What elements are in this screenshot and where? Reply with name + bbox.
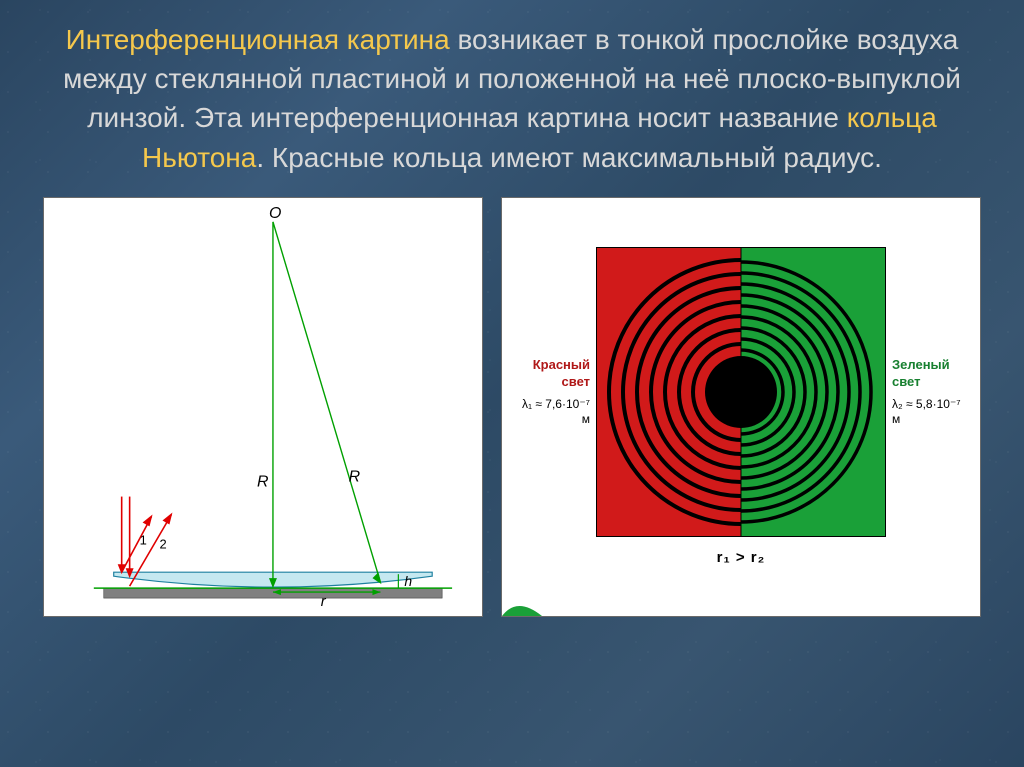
lens-diagram-panel: O R R r h	[43, 197, 483, 617]
figures-row: O R R r h	[30, 197, 994, 617]
lambda-right: λ₂ ≈ 5,8·10⁻⁷ м	[892, 397, 967, 428]
label-R1: R	[257, 473, 269, 490]
rings-row: Красный свет λ₁ ≈ 7,6·10⁻⁷ м	[515, 247, 967, 537]
newton-rings-svg	[596, 247, 886, 537]
lens-diagram-svg: O R R r h	[44, 198, 482, 616]
red-light-label: Красный свет λ₁ ≈ 7,6·10⁻⁷ м	[515, 357, 590, 428]
title-hl-1: Интерференционная картина	[66, 24, 450, 55]
lambda-left: λ₁ ≈ 7,6·10⁻⁷ м	[515, 397, 590, 428]
label-ray-2: 2	[159, 536, 166, 551]
green-light-label: Зеленый свет λ₂ ≈ 5,8·10⁻⁷ м	[892, 357, 967, 428]
corner-decor	[502, 591, 542, 616]
green-title-2: свет	[892, 374, 967, 391]
red-title-1: Красный	[515, 357, 590, 374]
green-title-1: Зеленый	[892, 357, 967, 374]
title-text-2: . Красные кольца имеют максимальный ради…	[256, 142, 882, 173]
label-R2: R	[349, 468, 361, 485]
rings-panel: Красный свет λ₁ ≈ 7,6·10⁻⁷ м	[501, 197, 981, 617]
reflected-arrow-2	[162, 512, 172, 524]
slide-content: Интерференционная картина возникает в то…	[0, 0, 1024, 637]
radius-formula: r₁ > r₂	[717, 549, 766, 566]
label-ray-1: 1	[140, 532, 147, 547]
R-line-right	[273, 222, 380, 582]
label-h: h	[404, 573, 412, 589]
slide-title: Интерференционная картина возникает в то…	[30, 20, 994, 177]
red-title-2: свет	[515, 374, 590, 391]
glass-plate	[104, 588, 442, 598]
label-O: O	[269, 205, 281, 222]
reflected-arrow-1	[143, 514, 153, 526]
